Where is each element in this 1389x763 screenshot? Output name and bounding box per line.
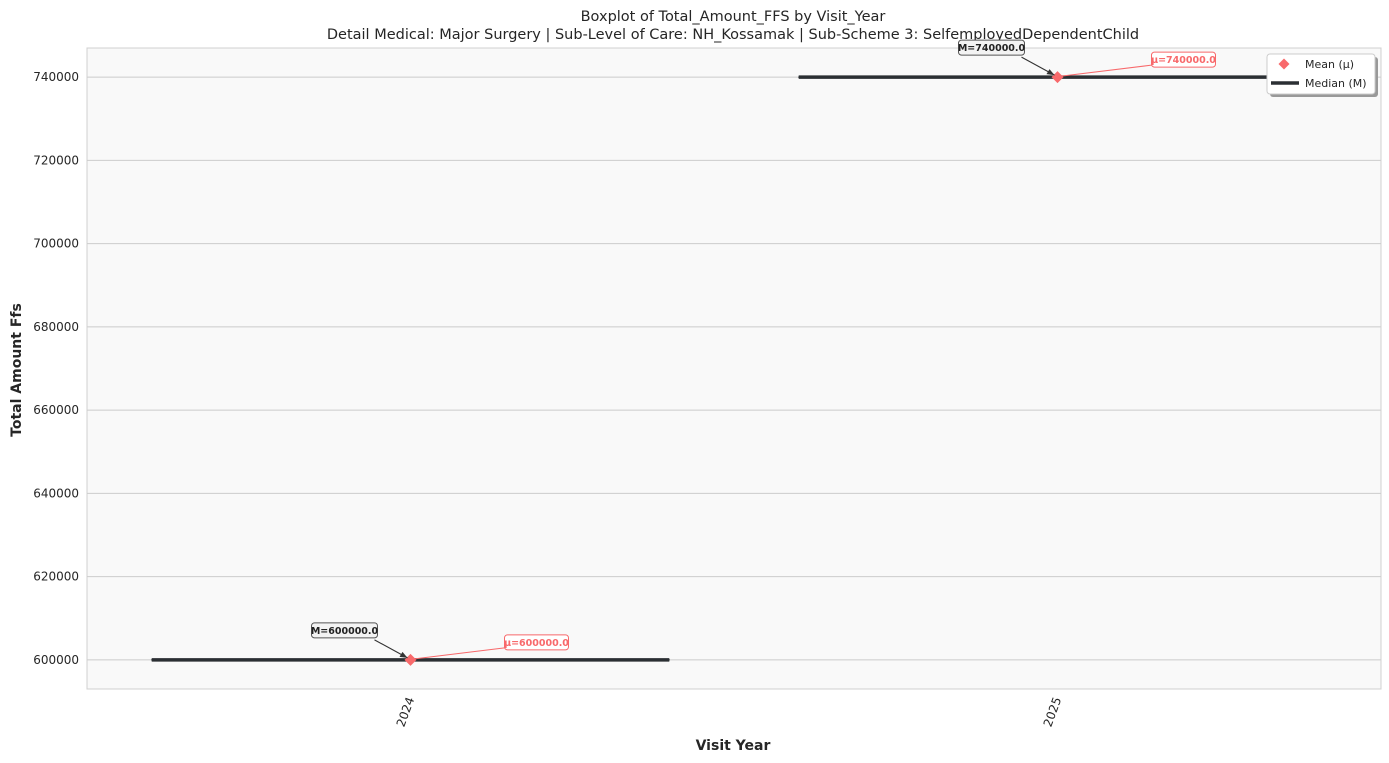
- y-tick-label: 740000: [33, 70, 79, 84]
- median-arrowhead: [1046, 69, 1055, 76]
- mean-label-box: [1151, 51, 1216, 68]
- legend-mean-label: Mean (μ): [1305, 58, 1354, 71]
- mean-label: μ=600000.0: [504, 638, 569, 649]
- data-marks: [151, 71, 1317, 666]
- mean-label: μ=740000.0: [1151, 55, 1216, 66]
- median-label-box: [958, 39, 1025, 56]
- y-tick-label: 600000: [33, 653, 79, 667]
- y-axis-label: Total Amount Ffs: [9, 303, 25, 437]
- chart-subtitle: Detail Medical: Major Surgery | Sub-Leve…: [327, 27, 1139, 43]
- y-tick-label: 680000: [33, 320, 79, 334]
- median-label: M=740000.0: [958, 43, 1026, 54]
- plot-area: [86, 47, 1382, 690]
- mean-label-box: [504, 634, 569, 651]
- annotations: M=600000.0 μ=600000.0 M=740000.0 μ=740000.0: [311, 39, 1216, 660]
- legend: Mean (μ) Median (M): [1266, 53, 1378, 97]
- y-tick-label: 660000: [33, 403, 79, 417]
- median-label-box: [311, 622, 378, 639]
- legend-median-label: Median (M): [1305, 77, 1367, 90]
- legend-mean-marker: [1278, 58, 1290, 70]
- x-axis-label: Visit Year: [696, 738, 771, 754]
- median-arrowhead: [399, 651, 408, 658]
- median-label: M=600000.0: [311, 626, 379, 637]
- mean-arrow: [414, 647, 505, 660]
- chart-title: Boxplot of Total_Amount_FFS by Visit_Yea…: [581, 9, 886, 25]
- y-tick-label: 720000: [33, 153, 79, 167]
- mean-marker: [404, 653, 417, 666]
- mean-arrow: [1061, 64, 1152, 77]
- y-axis-ticks: 600000 620000 640000 660000 680000 700000 7200…: [33, 70, 79, 667]
- y-tick-label: 640000: [33, 486, 79, 500]
- y-tick-label: 620000: [33, 570, 79, 584]
- y-tick-label: 700000: [33, 237, 79, 251]
- mean-marker: [1051, 71, 1064, 84]
